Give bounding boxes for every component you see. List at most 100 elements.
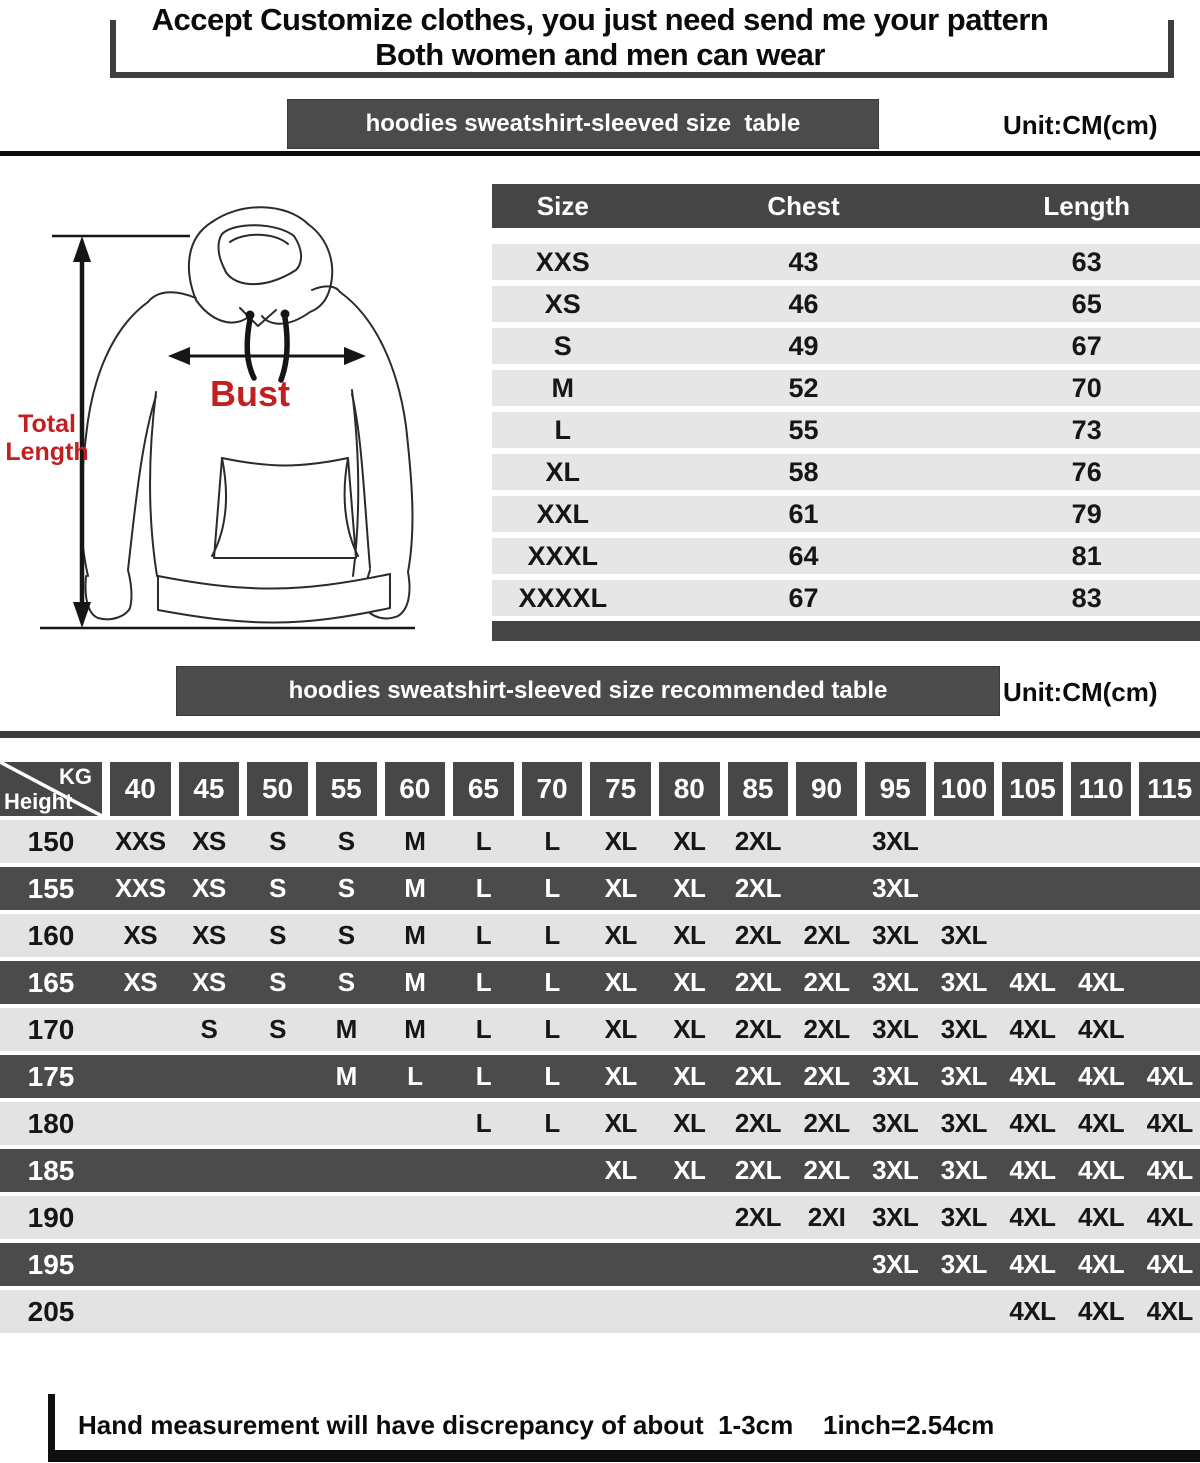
- recommended-size-cell: M: [404, 873, 426, 903]
- recommended-size-cell: XS: [123, 967, 158, 997]
- recommended-size-cell: XXS: [115, 826, 166, 856]
- height-value-cell: 155: [27, 872, 75, 904]
- recommended-size-cell: [179, 1243, 240, 1286]
- recommended-size-cell: L: [475, 1014, 492, 1044]
- recommended-size-cell: [453, 1196, 514, 1239]
- recommended-size-cell: [179, 1102, 240, 1145]
- recommended-size-cell: L: [475, 967, 492, 997]
- length-cell: 73: [1071, 414, 1102, 445]
- recommended-size-cell: [316, 1243, 377, 1286]
- recommended-size-cell: XL: [673, 1108, 706, 1138]
- recommended-size-cell: [1139, 914, 1200, 957]
- size-measurement-table: Size Chest Length XXS 43 63 XS 46 65 S 49 67 M 52 7…: [492, 184, 1200, 641]
- recommended-size-cell: S: [200, 1014, 218, 1044]
- recommended-size-cell: XL: [604, 920, 638, 950]
- recommended-size-cell: 4XL: [1077, 1202, 1125, 1232]
- chest-cell: 49: [788, 330, 819, 361]
- recommended-size-cell: [865, 1290, 926, 1333]
- height-value-cell: 185: [27, 1154, 75, 1186]
- total-length-label-2: Length: [5, 438, 88, 466]
- recommended-size-cell: L: [475, 1061, 492, 1091]
- length-cell: 63: [1071, 246, 1102, 277]
- recommended-size-cell: 2XL: [734, 1014, 782, 1044]
- header-line2: Both women and men can wear: [375, 37, 825, 72]
- recommended-size-cell: XL: [604, 1061, 638, 1091]
- recommended-size-cell: [1139, 867, 1200, 910]
- recommended-size-cell: S: [337, 826, 355, 856]
- length-cell: 83: [1071, 582, 1102, 613]
- recommended-size-cell: 2XL: [734, 1202, 782, 1232]
- recommended-size-cell: [247, 1196, 308, 1239]
- size-table-row: XXL 61 79: [492, 496, 1200, 532]
- size-cell: XS: [544, 288, 581, 319]
- length-cell: 67: [1071, 330, 1102, 361]
- recommended-size-cell: [1139, 820, 1200, 863]
- size-cell: XXL: [536, 498, 590, 529]
- recommended-table-banner: hoodies sweatshirt-sleeved size recommen…: [176, 666, 1000, 716]
- recommended-size-cell: 3XL: [940, 1249, 988, 1279]
- weight-header-cell: 75: [590, 762, 651, 816]
- recommended-size-cell: S: [269, 920, 286, 950]
- recommended-size-cell: 4XL: [1009, 1249, 1056, 1279]
- recommended-size-cell: 2XL: [803, 1108, 850, 1138]
- length-cell: 81: [1071, 540, 1102, 571]
- height-value-cell: 170: [27, 1013, 75, 1045]
- size-cell: XXS: [535, 246, 590, 277]
- size-table-row: XXXL 64 81: [492, 538, 1200, 574]
- recommended-size-cell: [659, 1290, 720, 1333]
- recommended-size-cell: 4XL: [1146, 1296, 1194, 1326]
- recommended-size-cell: [659, 1243, 720, 1286]
- recommended-size-cell: [179, 1290, 240, 1333]
- recommended-size-cell: 3XL: [940, 1014, 988, 1044]
- recommended-size-cell: L: [407, 1061, 423, 1091]
- recommended-size-cell: [385, 1290, 446, 1333]
- recommended-size-cell: [110, 1055, 171, 1098]
- recommended-size-cell: 2XL: [734, 920, 782, 950]
- recommended-size-cell: [110, 1149, 171, 1192]
- recommended-size-cell: 4XL: [1009, 1014, 1056, 1044]
- recommended-size-cell: [316, 1149, 377, 1192]
- recommended-size-cell: 4XL: [1009, 967, 1056, 997]
- recommended-size-cell: S: [269, 1014, 286, 1044]
- recommended-size-cell: [934, 1290, 995, 1333]
- recommended-size-cell: [385, 1102, 446, 1145]
- recommended-size-cell: XL: [673, 1061, 706, 1091]
- recommended-size-matrix: KG Height 40 45 50 55 60 65 70 75 80 85 90 95 100 105…: [0, 762, 1200, 1333]
- inch-conversion-note: 1inch=2.54cm: [823, 1410, 995, 1440]
- recommended-size-cell: [316, 1290, 377, 1333]
- recommended-size-cell: [385, 1243, 446, 1286]
- recommended-size-cell: XL: [673, 826, 706, 856]
- recommended-size-cell: 2XL: [803, 1061, 850, 1091]
- recommended-size-cell: 4XL: [1009, 1108, 1056, 1138]
- size-table-row: XS 46 65: [492, 286, 1200, 322]
- size-cell: XL: [545, 456, 581, 487]
- recommended-size-cell: [110, 1290, 171, 1333]
- recommended-size-cell: [522, 1196, 583, 1239]
- recommended-size-cell: 4XL: [1077, 1061, 1125, 1091]
- weight-header-cell: 110: [1070, 762, 1132, 816]
- recommended-size-cell: [1002, 820, 1063, 863]
- chest-cell: 46: [788, 288, 819, 319]
- weight-header-cell: 100: [933, 762, 995, 816]
- recommended-size-cell: L: [544, 826, 560, 856]
- recommended-size-cell: 4XL: [1009, 1061, 1056, 1091]
- recommended-size-cell: 2XL: [734, 873, 782, 903]
- recommended-size-cell: 2XL: [734, 967, 782, 997]
- size-table-row: L 55 73: [492, 412, 1200, 448]
- recommended-size-cell: XS: [192, 967, 226, 997]
- recommended-size-cell: XS: [192, 873, 226, 903]
- recommended-size-cell: 3XL: [872, 920, 919, 950]
- recommended-size-cell: [1139, 1008, 1200, 1051]
- weight-header-cell: 80: [659, 762, 720, 816]
- chest-column-header: Chest: [767, 190, 840, 221]
- footer-left-bar: [48, 1394, 55, 1462]
- matrix-row: 185 XL XL 2XL 2XL 3XL 3XL 4XL 4XL 4XL: [0, 1149, 1200, 1192]
- recommended-size-cell: [934, 867, 995, 910]
- matrix-header-row: KG Height 40 45 50 55 60 65 70 75 80 85 90 95 100 105…: [0, 762, 1200, 816]
- size-cell: L: [554, 414, 572, 445]
- chest-cell: 64: [788, 540, 819, 571]
- recommended-size-cell: M: [335, 1014, 358, 1044]
- weight-header-cell: 85: [727, 762, 789, 816]
- recommended-size-cell: [316, 1196, 377, 1239]
- recommended-size-cell: L: [544, 1014, 560, 1044]
